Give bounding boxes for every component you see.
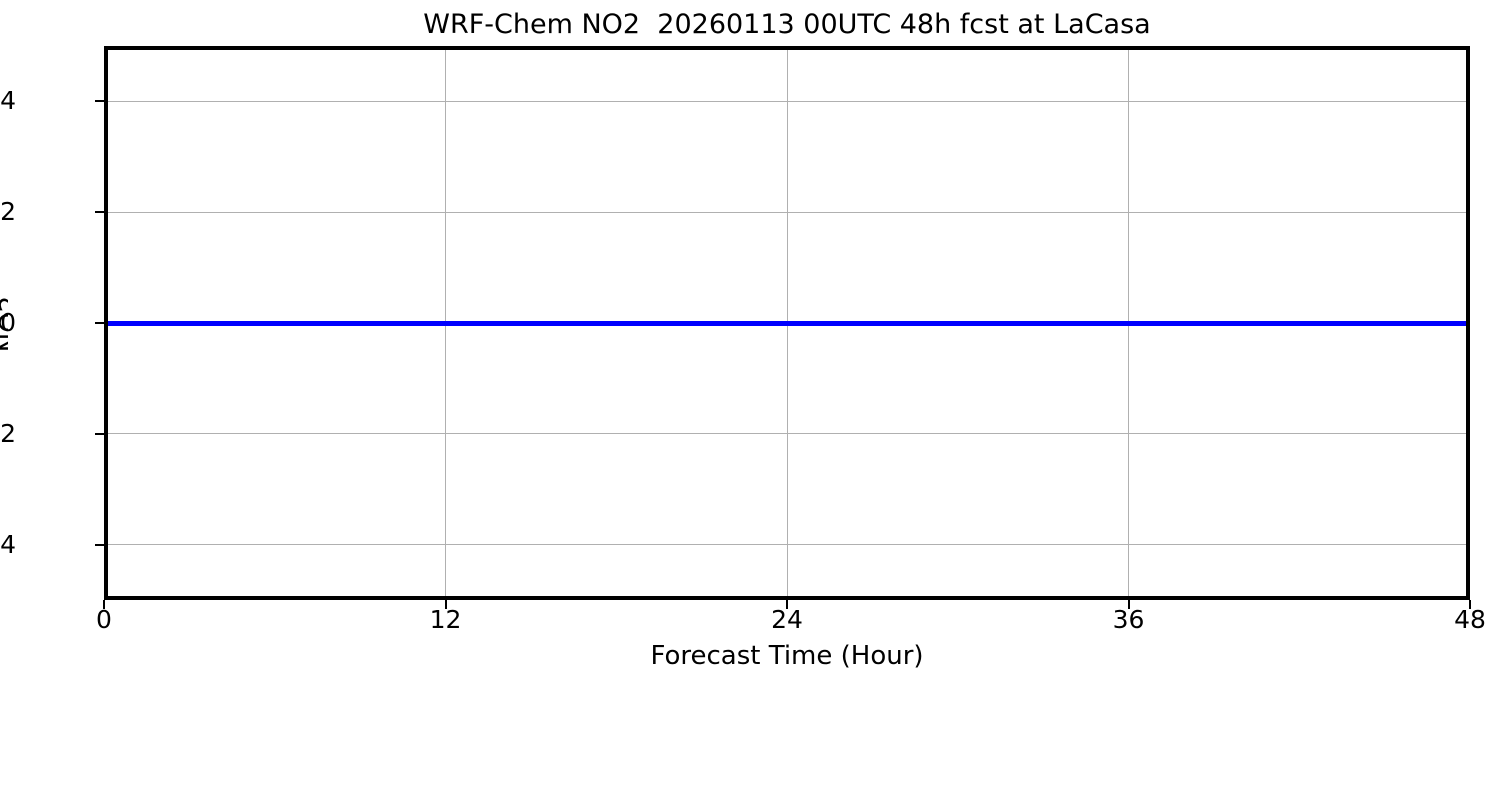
tick-label-x: 0: [96, 605, 112, 634]
tick-mark-x: [444, 600, 447, 609]
plot-area: [95, 46, 1471, 609]
tick-mark-x: [1127, 600, 1130, 609]
tick-label-x: 36: [1112, 605, 1145, 634]
tick-mark-y: [95, 211, 104, 214]
axis-spine-top: [104, 46, 1470, 50]
tick-mark-y: [95, 432, 104, 435]
tick-label-x: 24: [771, 605, 803, 634]
tick-label-x: 48: [1454, 605, 1486, 634]
tick-label-y: 0.04: [0, 86, 16, 116]
axis-spine-bottom: [104, 596, 1470, 600]
tick-label-y: −0.02: [0, 418, 16, 448]
tick-label-y: 0.02: [0, 197, 16, 227]
axis-spine-right: [1466, 46, 1470, 600]
tick-mark-x: [786, 600, 788, 609]
tick-label-y: 0.00: [0, 308, 16, 337]
series-line-no2: [104, 320, 1470, 326]
x-axis-label: Forecast Time (Hour): [650, 641, 924, 671]
tick-label-y: −0.04: [0, 529, 16, 559]
tick-mark-y: [95, 100, 104, 103]
chart-title: WRF-Chem NO2 20260113 00UTC 48h fcst at …: [423, 9, 1151, 40]
axis-spine-left: [104, 46, 108, 600]
tick-label-x: 12: [429, 605, 462, 634]
tick-mark-x: [1469, 600, 1471, 609]
tick-mark-y: [95, 322, 104, 324]
tick-mark-x: [103, 600, 105, 609]
tick-mark-y: [95, 543, 104, 546]
